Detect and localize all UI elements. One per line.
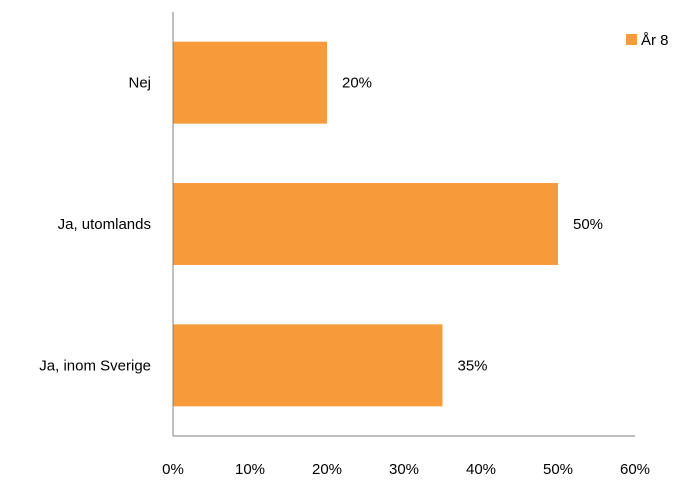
- bar: [173, 324, 443, 407]
- data-label: 20%: [342, 75, 372, 92]
- bar: [173, 41, 327, 124]
- bars-group: [173, 41, 558, 407]
- category-label: Ja, inom Sverige: [39, 357, 151, 374]
- axes-group: [172, 12, 635, 437]
- legend-swatch: [626, 34, 637, 45]
- category-labels: Nej Ja, utomlands Ja, inom Sverige: [39, 75, 151, 375]
- data-labels: 20% 50% 35%: [342, 75, 603, 375]
- x-tick-label: 10%: [235, 461, 265, 478]
- data-label: 50%: [573, 216, 603, 233]
- x-tick-label: 40%: [466, 461, 496, 478]
- x-tick-label: 50%: [543, 461, 573, 478]
- bar: [173, 183, 558, 265]
- category-label: Ja, utomlands: [58, 216, 151, 233]
- category-label: Nej: [128, 75, 151, 92]
- legend-label: År 8: [641, 32, 669, 49]
- data-label: 35%: [458, 357, 488, 374]
- legend: År 8: [626, 32, 669, 49]
- x-tick-label: 30%: [389, 461, 419, 478]
- x-tick-label: 0%: [162, 461, 184, 478]
- x-tick-label: 20%: [312, 461, 342, 478]
- x-tick-labels: 0% 10% 20% 30% 40% 50% 60%: [162, 461, 650, 478]
- x-tick-label: 60%: [620, 461, 650, 478]
